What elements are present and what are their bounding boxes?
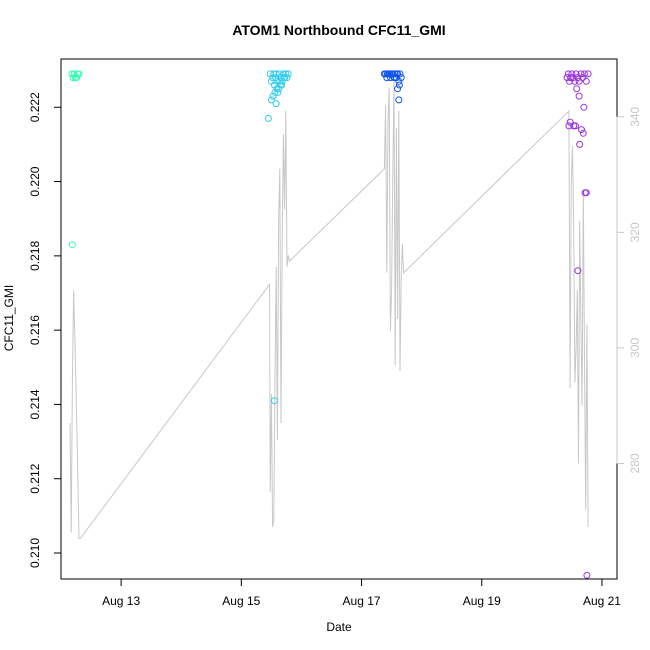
data-point-3-3: [567, 74, 575, 82]
data-point-3-23: [576, 140, 584, 148]
data-point-0-1: [69, 74, 77, 82]
data-point-0-7: [68, 241, 76, 249]
x-tick-label-0: Aug 13: [102, 594, 140, 608]
right-series-line-4: [69, 82, 589, 540]
data-point-1-16: [283, 74, 291, 82]
data-point-1-3: [270, 70, 278, 78]
data-point-1-25: [280, 74, 288, 82]
y-right-tick-label-1: 300: [628, 338, 642, 358]
data-point-3-20: [580, 103, 588, 111]
data-point-3-24: [579, 129, 587, 137]
x-axis-label: Date: [326, 620, 352, 634]
y-tick-label-0: 0.210: [28, 538, 42, 568]
data-point-1-12: [278, 77, 286, 85]
data-point-0-6: [75, 70, 83, 78]
plot-frame: [60, 58, 618, 580]
right-axis-series-line: [69, 82, 589, 540]
data-point-0-2: [70, 70, 78, 78]
data-point-3-26: [581, 189, 589, 197]
data-point-2-19: [393, 70, 401, 78]
y-axis-right: 280 300 320 340: [616, 106, 642, 473]
data-point-3-28: [583, 571, 591, 579]
data-point-2-21: [394, 85, 402, 93]
data-point-2-20: [395, 81, 403, 89]
y-right-tick-label-3: 340: [628, 106, 642, 126]
data-point-2-12: [395, 77, 403, 85]
data-point-1-20: [271, 88, 279, 96]
data-point-1-2: [269, 74, 277, 82]
data-point-1-22: [274, 88, 282, 96]
y-tick-label-2: 0.214: [28, 389, 42, 419]
data-point-0-4: [73, 74, 81, 82]
data-point-2-14: [397, 74, 405, 82]
data-point-1-27: [272, 100, 280, 108]
data-point-3-15: [565, 122, 573, 130]
y-tick-label-4: 0.218: [28, 241, 42, 271]
data-point-1-9: [275, 70, 283, 78]
data-point-3-21: [566, 118, 574, 126]
data-point-3-1: [564, 70, 572, 78]
data-point-1-24: [278, 81, 286, 89]
y-tick-label-3: 0.216: [28, 315, 42, 345]
data-point-1-13: [279, 70, 287, 78]
data-point-3-12: [581, 70, 588, 78]
x-tick-label-4: Aug 21: [583, 594, 621, 608]
data-point-2-17: [388, 70, 396, 78]
data-point-1-18: [267, 96, 275, 104]
x-tick-label-2: Aug 17: [343, 594, 381, 608]
data-point-1-26: [264, 114, 272, 122]
chart-title: ATOM1 Northbound CFC11_GMI: [232, 22, 445, 38]
data-point-1-17: [284, 70, 292, 78]
data-point-3-17: [573, 85, 581, 93]
data-point-3-13: [582, 77, 590, 85]
y-tick-label-6: 0.222: [28, 92, 42, 122]
data-point-1-28: [270, 397, 278, 405]
data-point-3-7: [572, 70, 580, 78]
data-point-3-14: [584, 70, 592, 78]
data-point-3-22: [572, 122, 579, 130]
data-point-1-23: [276, 77, 284, 85]
y-axis-label: CFC11_GMI: [2, 285, 16, 351]
data-point-1-21: [273, 85, 281, 93]
data-point-2-18: [391, 74, 399, 82]
data-point-1-5: [272, 74, 280, 82]
y-right-tick-label-0: 280: [628, 453, 642, 473]
y-tick-label-1: 0.212: [28, 463, 42, 493]
data-point-3-27: [574, 267, 582, 275]
data-point-3-2: [566, 77, 573, 85]
data-point-1-15: [282, 70, 290, 78]
y-tick-label-5: 0.220: [28, 166, 42, 196]
data-point-1-6: [272, 70, 280, 78]
data-point-3-19: [578, 126, 585, 134]
x-tick-label-1: Aug 15: [222, 594, 260, 608]
data-point-3-4: [568, 70, 576, 78]
data-point-2-15: [383, 70, 391, 78]
data-points: [68, 70, 592, 579]
data-point-3-11: [579, 74, 587, 82]
data-point-3-18: [575, 92, 583, 100]
x-axis: Aug 13 Aug 15 Aug 17 Aug 19 Aug 21: [102, 578, 621, 608]
y-axis-left: 0.210 0.212 0.214 0.216 0.218 0.220 0.222: [28, 92, 62, 568]
data-point-3-9: [575, 77, 583, 85]
y-right-tick-label-2: 320: [628, 222, 642, 242]
data-point-2-13: [396, 70, 404, 78]
data-point-2-22: [395, 96, 403, 104]
data-point-3-10: [577, 70, 585, 78]
data-point-1-19: [269, 92, 277, 100]
data-point-2-16: [386, 70, 394, 78]
x-tick-label-3: Aug 19: [463, 594, 501, 608]
